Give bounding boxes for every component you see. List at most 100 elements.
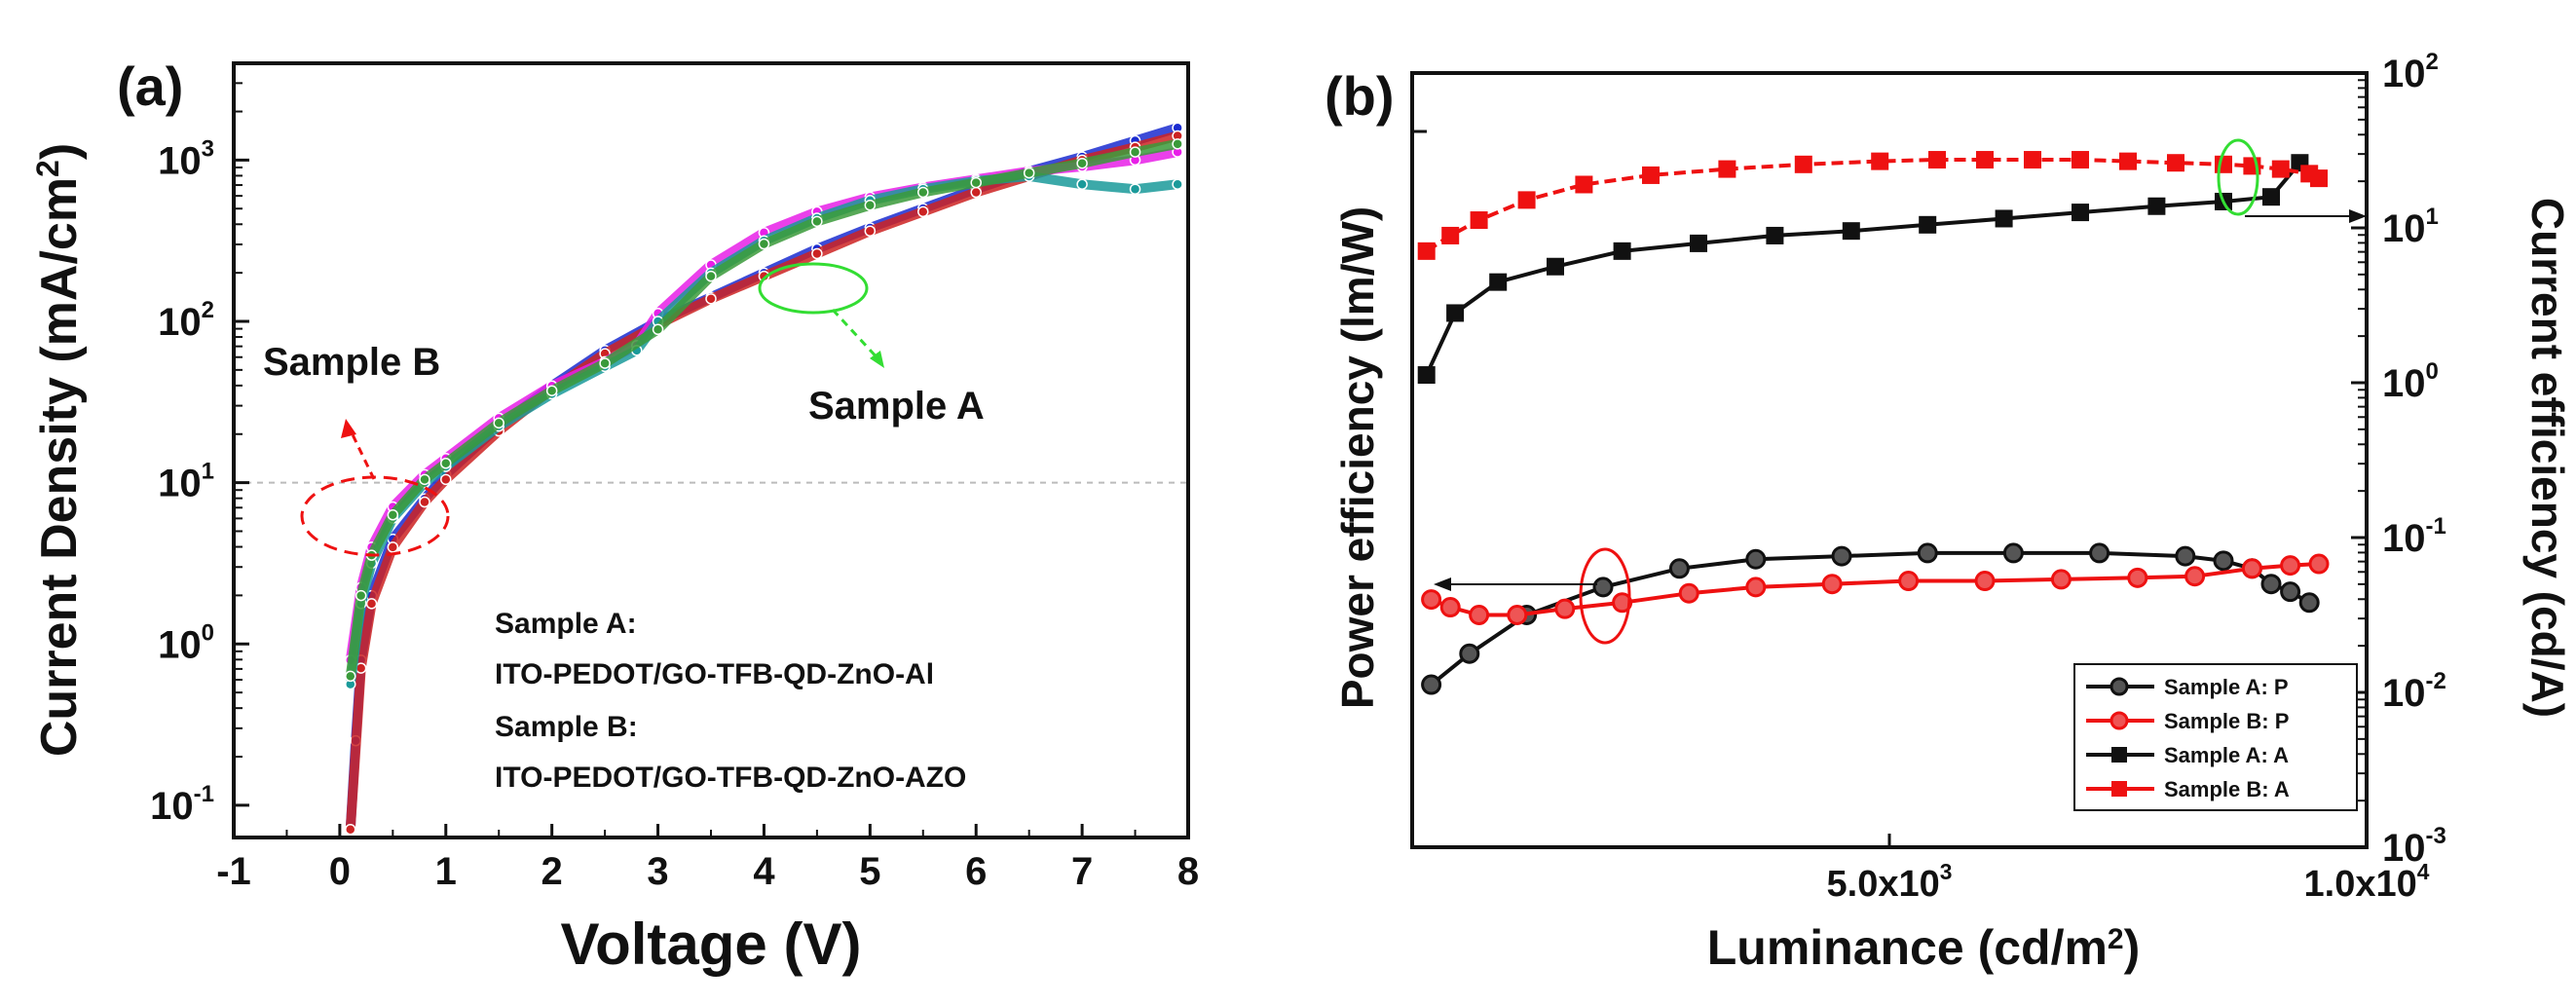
data-point bbox=[2175, 545, 2196, 567]
data-point bbox=[705, 293, 717, 305]
data-point bbox=[705, 270, 717, 282]
sample-a-ellipse bbox=[758, 262, 869, 315]
panel-b-label: (b) bbox=[1325, 65, 1395, 127]
data-point bbox=[1470, 211, 1488, 230]
sample-a-label: Sample A bbox=[808, 385, 985, 428]
series-line bbox=[1425, 158, 2320, 253]
data-point bbox=[1517, 191, 1536, 209]
data-point bbox=[1129, 183, 1141, 195]
data-point bbox=[1668, 558, 1690, 579]
data-point bbox=[1129, 146, 1141, 158]
data-point bbox=[1489, 273, 1508, 291]
x-tick-label: 8 bbox=[1177, 850, 1199, 893]
data-point bbox=[1441, 226, 1460, 244]
panel-b: (b) 5.0x103 1.0x104 10-3 10-2 10-1 100 101 102… bbox=[1325, 49, 2573, 975]
right-y-tick-label: 10-2 bbox=[2382, 668, 2446, 715]
x-tick-label: 6 bbox=[965, 850, 987, 893]
data-point bbox=[1076, 178, 1088, 190]
legend-marker bbox=[2111, 781, 2127, 797]
x-tick-label: 1 bbox=[435, 850, 457, 893]
right-y-tick-label: 100 bbox=[2382, 358, 2439, 405]
data-point bbox=[1974, 571, 1996, 592]
data-point bbox=[2308, 553, 2330, 575]
data-point bbox=[2147, 197, 2166, 215]
legend-marker bbox=[2109, 677, 2129, 696]
panel-a-series-group bbox=[345, 122, 1183, 836]
legend-marker bbox=[2109, 711, 2129, 730]
data-point bbox=[1575, 175, 1593, 194]
data-point bbox=[2280, 581, 2301, 603]
data-point bbox=[1446, 304, 1465, 322]
data-point bbox=[387, 541, 399, 553]
panel-b-x-ticks: 5.0x103 1.0x104 bbox=[1827, 834, 2430, 905]
data-point bbox=[1023, 167, 1035, 179]
panel-b-left-y-axis-title: Power efficiency (lm/W) bbox=[1332, 206, 1383, 709]
data-point bbox=[2280, 555, 2301, 577]
data-point bbox=[1612, 592, 1633, 614]
panel-b-x-axis-title-close: ) bbox=[2124, 920, 2141, 975]
data-point bbox=[1718, 160, 1736, 178]
data-point bbox=[2310, 169, 2328, 188]
data-point bbox=[1417, 242, 1436, 260]
data-point bbox=[1417, 366, 1436, 385]
data-point bbox=[864, 225, 877, 237]
data-point bbox=[917, 205, 929, 218]
data-point bbox=[2213, 550, 2234, 572]
data-point bbox=[1871, 152, 1889, 170]
legend-label: Sample B: A bbox=[2164, 777, 2290, 801]
series-line bbox=[345, 170, 1183, 689]
legend-label: Sample A: P bbox=[2164, 675, 2289, 699]
sample-a-arrowhead bbox=[870, 351, 884, 368]
data-point bbox=[811, 247, 823, 260]
data-point bbox=[652, 323, 664, 336]
data-point bbox=[2298, 592, 2320, 614]
data-point bbox=[2167, 154, 2184, 172]
legend-label: Sample A: A bbox=[2164, 743, 2289, 767]
data-point bbox=[864, 200, 877, 211]
y-tick-label: 10-1 bbox=[150, 781, 214, 828]
data-point bbox=[1821, 574, 1843, 595]
panel-b-x-axis-title-text: Luminance (cd/m bbox=[1707, 920, 2108, 975]
y-tick-label: 102 bbox=[158, 297, 214, 344]
data-point bbox=[758, 238, 770, 250]
data-point bbox=[917, 186, 929, 199]
x-tick-label: 4 bbox=[753, 850, 775, 893]
data-point bbox=[1469, 605, 1490, 625]
data-point bbox=[387, 509, 399, 521]
data-point bbox=[1919, 215, 1937, 234]
data-point bbox=[1439, 597, 1461, 618]
data-point bbox=[2050, 569, 2072, 590]
data-point bbox=[1421, 589, 1442, 611]
x-tick-label: 5.0x103 bbox=[1827, 859, 1953, 905]
x-tick-label: 0 bbox=[329, 850, 351, 893]
data-point bbox=[2241, 558, 2262, 579]
data-point bbox=[1766, 226, 1784, 244]
data-point bbox=[1745, 548, 1767, 570]
panel-a-y-axis-title: Current Density (mA/cm2) bbox=[30, 143, 88, 757]
right-y-tick-label: 102 bbox=[2382, 49, 2439, 95]
panel-a-y-ticks: 10-1 100 101 102 103 bbox=[150, 82, 249, 828]
data-point bbox=[811, 215, 823, 228]
panel-a: (a) -1 0 1 2 3 4 5 6 7 8 10-1 100 101 102 103 Sample … bbox=[30, 56, 1199, 977]
sample-b-arrow bbox=[347, 426, 376, 480]
legend-a-line4: ITO-PEDOT/GO-TFB-QD-ZnO-AZO bbox=[495, 762, 966, 794]
data-point bbox=[419, 473, 430, 486]
x-tick-label: 1.0x104 bbox=[2304, 859, 2430, 905]
panel-a-x-axis-title: Voltage (V) bbox=[561, 912, 862, 977]
data-point bbox=[599, 357, 611, 369]
data-point bbox=[440, 458, 452, 469]
right-y-tick-label: 10-1 bbox=[2382, 513, 2446, 560]
data-point bbox=[1172, 178, 1183, 190]
data-point bbox=[365, 598, 378, 610]
x-tick-label: 7 bbox=[1071, 850, 1093, 893]
right-y-tick-label: 10-3 bbox=[2382, 823, 2446, 870]
right-y-tick-label: 101 bbox=[2382, 204, 2439, 250]
data-point bbox=[1794, 155, 1812, 173]
data-point bbox=[2072, 151, 2089, 169]
sample-a-arrow bbox=[831, 308, 883, 364]
data-point bbox=[1898, 571, 1920, 592]
data-point bbox=[2024, 151, 2041, 169]
data-point bbox=[1172, 138, 1183, 150]
panel-a-label: (a) bbox=[117, 56, 183, 117]
data-point bbox=[2119, 152, 2137, 170]
